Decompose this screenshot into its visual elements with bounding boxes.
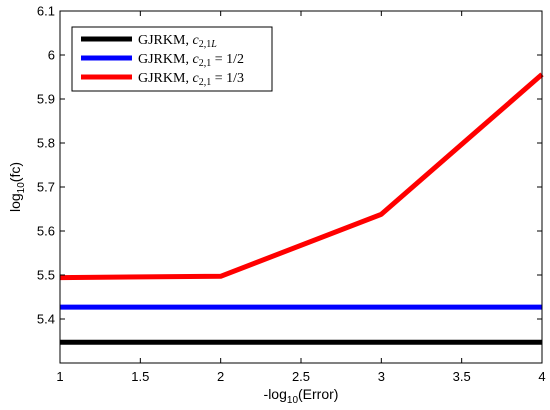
legend-label-suffix: = 1/3: [211, 71, 244, 86]
y-axis-title-group: log10(fc): [7, 162, 27, 212]
x-axis-title-rest: (Error): [298, 386, 338, 402]
y-axis-title-sub: 10: [16, 182, 27, 194]
x-tick-label: 3: [378, 369, 385, 384]
y-tick-label: 5.7: [37, 180, 55, 195]
legend-label-sub: 2,1: [199, 77, 212, 88]
y-tick-label: 6: [48, 48, 55, 63]
legend-label-sub-italic: L: [210, 39, 217, 50]
y-tick-label: 5.9: [37, 92, 55, 107]
y-axis-title: log10(fc): [7, 162, 27, 212]
x-tick-label: 1.5: [131, 369, 149, 384]
legend-label-prefix: GJRKM,: [138, 52, 192, 67]
y-axis-title-rest: (fc): [7, 162, 23, 182]
x-tick-label: 3.5: [453, 369, 471, 384]
y-tick-label: 6.1: [37, 4, 55, 19]
legend-label-2: GJRKM, c2,1 = 1/2: [138, 52, 244, 69]
x-axis-title-base: -log: [264, 386, 287, 402]
x-tick-label: 2: [217, 369, 224, 384]
y-tick-label: 5.6: [37, 224, 55, 239]
legend-label-3: GJRKM, c2,1 = 1/3: [138, 71, 244, 88]
y-axis-title-base: log: [7, 193, 23, 212]
legend-label-suffix: = 1/2: [211, 52, 244, 67]
y-tick-label: 5.5: [37, 268, 55, 283]
legend-label-sub: 2,1: [199, 58, 212, 69]
x-tick-label: 4: [538, 369, 545, 384]
x-tick-label: 1: [56, 369, 63, 384]
legend-label-sub: 2,1: [199, 39, 212, 50]
x-tick-label: 2.5: [292, 369, 310, 384]
x-axis-title-sub: 10: [287, 395, 299, 406]
legend-label-var: c: [192, 71, 199, 86]
y-tick-label: 5.8: [37, 136, 55, 151]
series-line-3: [59, 72, 544, 281]
legend-label-var: c: [192, 33, 199, 48]
legend-label-1: GJRKM, c2,1L: [138, 33, 217, 50]
x-axis-title: -log10(Error): [264, 386, 339, 406]
legend-label-prefix: GJRKM,: [138, 33, 192, 48]
legend-label-prefix: GJRKM,: [138, 71, 192, 86]
legend-label-var: c: [192, 52, 199, 67]
y-tick-label: 5.4: [37, 312, 55, 327]
